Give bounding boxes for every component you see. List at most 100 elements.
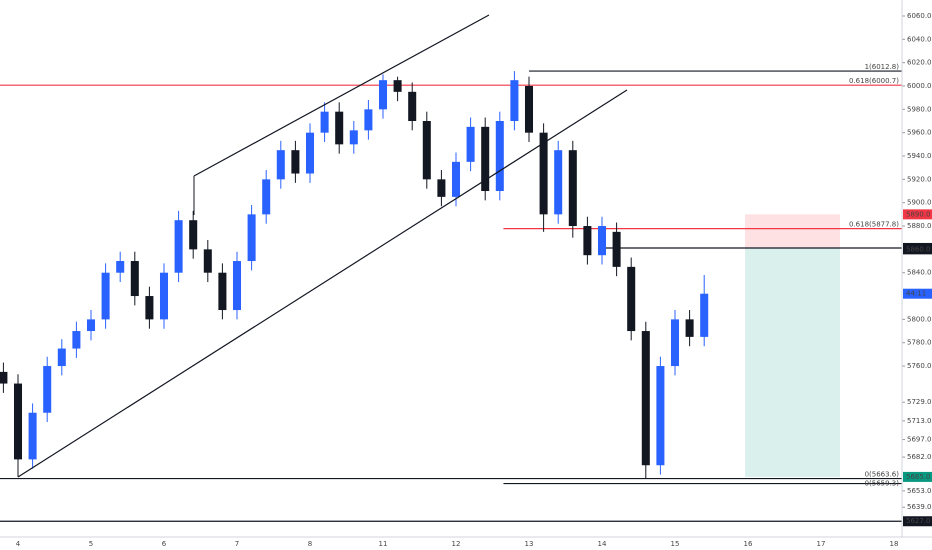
candle-body <box>28 412 37 460</box>
y-tick-label: 5639.0 <box>907 503 932 511</box>
x-tick-label: 4 <box>16 540 21 548</box>
y-tick-label: 6060.0 <box>907 12 932 20</box>
x-tick-label: 14 <box>598 540 607 548</box>
candle-body <box>656 366 665 466</box>
candle-body <box>349 130 358 145</box>
candle-body <box>189 220 198 250</box>
y-tick-label: 5729.0 <box>907 398 932 406</box>
candle-body <box>466 126 475 162</box>
price-tag <box>903 244 932 255</box>
y-tick-label: 6000.0 <box>907 82 932 90</box>
plot: 6060.0 6040.0 6020.0 6000.0 5980.0 5960.0 5940… <box>0 12 932 548</box>
y-tick-label: 5980.0 <box>907 105 932 113</box>
channel-upper <box>193 14 490 177</box>
price-tag-label: 5890.0 <box>906 210 931 218</box>
candle-body <box>378 80 388 110</box>
candle-body <box>597 226 607 256</box>
position-reward <box>745 247 840 477</box>
candle-body <box>130 261 139 297</box>
candle-body <box>451 161 461 197</box>
candle-body <box>72 331 81 349</box>
candle-body <box>539 132 548 215</box>
candle-body <box>408 91 417 122</box>
candle-body <box>495 121 504 192</box>
candle-body <box>510 80 519 122</box>
x-tick-label: 12 <box>452 540 461 548</box>
candle-body <box>320 111 329 133</box>
y-tick-label: 5760.0 <box>907 362 932 370</box>
candle-body <box>43 366 52 413</box>
fib-label: 0(5663.6) <box>865 471 900 479</box>
candle-body <box>612 231 621 267</box>
candle-body <box>218 272 227 311</box>
y-tick-label: 5682.0 <box>907 453 932 461</box>
y-tick-label: 5840.0 <box>907 269 932 277</box>
candle-body <box>305 132 315 174</box>
candle-body <box>481 126 490 192</box>
position-risk <box>745 214 840 248</box>
candle-body <box>583 226 592 256</box>
price-tag <box>903 209 932 220</box>
candle-body <box>174 220 183 273</box>
price-tag-label: 5860.0 <box>906 245 931 253</box>
candle-body <box>291 150 300 174</box>
candle-body <box>159 272 169 320</box>
y-tick-label: 5800.0 <box>907 315 932 323</box>
candle-body <box>203 249 212 273</box>
y-tick-label: 5880.0 <box>907 222 932 230</box>
x-tick-label: 8 <box>308 540 312 548</box>
x-tick-label: 11 <box>379 540 388 548</box>
candle-body <box>335 111 344 145</box>
fib-label: 0(5659.3) <box>865 480 900 488</box>
candle-body <box>641 331 650 466</box>
y-tick-label: 5920.0 <box>907 175 932 183</box>
candle-body <box>685 319 694 337</box>
candle-body <box>86 319 96 332</box>
price-tag-label: 5665.0 <box>906 473 931 481</box>
candle-body <box>276 150 285 180</box>
y-tick-label: 5697.0 <box>907 436 932 444</box>
candle-body <box>232 261 242 311</box>
y-tick-label: 5900.0 <box>907 199 932 207</box>
candle-body <box>524 85 534 133</box>
price-tag <box>903 516 932 527</box>
x-tick-label: 17 <box>817 540 826 548</box>
candle-body <box>393 80 402 92</box>
channel-lower <box>17 89 628 478</box>
fib-label: 0.618(5877.8) <box>849 221 899 229</box>
y-tick-label: 5780.0 <box>907 339 932 347</box>
candle-body <box>262 179 271 215</box>
price-tag-label: 44:11 <box>906 290 926 298</box>
candle-body <box>57 348 66 367</box>
candle-body <box>116 261 125 273</box>
y-tick-label: 6020.0 <box>907 59 932 67</box>
y-tick-label: 5653.0 <box>907 487 932 495</box>
price-tag-label: 5627.0 <box>906 517 931 525</box>
candle-body <box>670 319 680 367</box>
x-tick-label: 13 <box>525 540 534 548</box>
candle-body <box>568 150 577 227</box>
fib-label: 1(6012.8) <box>865 63 900 71</box>
y-tick-label: 5713.0 <box>907 417 932 425</box>
candle-body <box>700 293 709 337</box>
candle-body <box>422 121 431 180</box>
candle-body <box>437 179 446 197</box>
x-tick-label: 7 <box>235 540 239 548</box>
x-tick-label: 5 <box>89 540 93 548</box>
candle-body <box>145 296 154 320</box>
y-tick-label: 6040.0 <box>907 35 932 43</box>
candle-body <box>627 266 636 332</box>
x-tick-label: 18 <box>890 540 899 548</box>
candle-body <box>101 272 110 320</box>
x-tick-label: 6 <box>162 540 167 548</box>
price-tag <box>903 288 932 299</box>
candle-body <box>13 383 23 460</box>
x-tick-label: 15 <box>671 540 680 548</box>
y-tick-label: 5960.0 <box>907 129 932 137</box>
candle-body <box>554 150 563 215</box>
fib-label: 0.618(6000.7) <box>849 77 899 85</box>
x-tick-label: 16 <box>744 540 753 548</box>
candle-body <box>247 214 256 262</box>
